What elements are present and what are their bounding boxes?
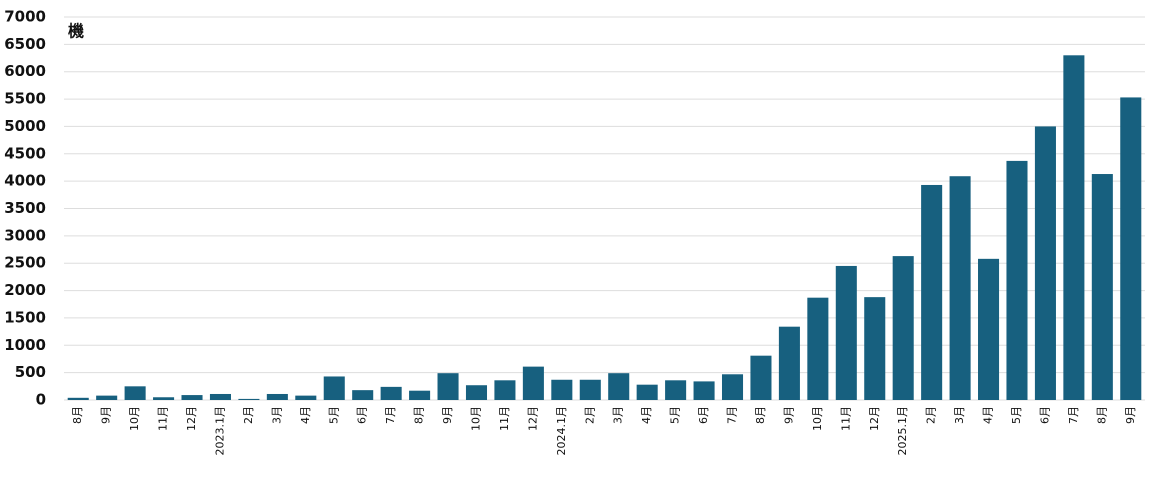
x-tick-label: 2024.1月 <box>555 406 568 456</box>
bar <box>1091 174 1113 400</box>
bar <box>1063 55 1085 401</box>
bar <box>409 390 431 400</box>
x-tick-label: 8月 <box>413 406 426 424</box>
bar <box>835 265 857 400</box>
y-tick-label: 7000 <box>4 8 46 26</box>
x-tick-label: 7月 <box>726 406 739 424</box>
x-tick-label: 4月 <box>299 406 312 424</box>
bar <box>522 366 544 400</box>
bar <box>209 393 231 400</box>
bar <box>1034 126 1056 400</box>
bar <box>352 390 374 400</box>
bar <box>949 176 971 400</box>
x-tick-label: 11月 <box>157 406 170 431</box>
bar <box>778 326 800 400</box>
bar <box>636 384 658 400</box>
x-tick-label: 10月 <box>469 406 482 431</box>
x-tick-label: 2月 <box>925 406 938 424</box>
x-tick-label: 8月 <box>71 406 84 424</box>
x-tick-label: 5月 <box>669 406 682 424</box>
y-tick-label: 500 <box>15 363 46 381</box>
bar <box>665 380 687 400</box>
x-tick-label: 7月 <box>1067 406 1080 424</box>
x-tick-label: 4月 <box>982 406 995 424</box>
bar <box>323 376 345 400</box>
bar <box>124 386 146 400</box>
bar <box>465 385 488 400</box>
bar <box>238 398 260 400</box>
bar <box>921 184 943 400</box>
bar <box>608 373 630 400</box>
bar <box>295 395 317 400</box>
x-tick-label: 6月 <box>356 406 369 424</box>
x-tick-label: 2月 <box>583 406 596 424</box>
bar <box>96 395 118 400</box>
bar <box>380 386 402 400</box>
bar <box>181 395 203 400</box>
y-tick-label: 4000 <box>4 172 46 190</box>
x-tick-label: 5月 <box>327 406 340 424</box>
y-tick-label: 6000 <box>4 62 46 80</box>
y-tick-label: 3000 <box>4 226 46 244</box>
x-tick-label: 11月 <box>839 406 852 431</box>
x-tick-label: 2023.1月 <box>213 406 226 456</box>
x-tick-label: 11月 <box>498 406 511 431</box>
x-tick-label: 8月 <box>1095 406 1108 424</box>
bar <box>1006 160 1028 400</box>
y-tick-label: 6500 <box>4 35 46 53</box>
x-tick-label: 2025.1月 <box>896 406 909 456</box>
x-tick-label: 3月 <box>270 406 283 424</box>
x-tick-label: 2月 <box>242 406 255 424</box>
x-tick-label: 10月 <box>811 406 824 431</box>
bar <box>266 393 288 400</box>
y-axis-label: 機 <box>68 22 84 41</box>
bar <box>750 355 772 400</box>
y-tick-label: 2000 <box>4 281 46 299</box>
x-tick-label: 5月 <box>1010 406 1023 424</box>
y-tick-label: 5500 <box>4 90 46 108</box>
x-tick-label: 9月 <box>1124 406 1137 424</box>
bar <box>494 380 516 400</box>
y-tick-label: 1000 <box>4 336 46 354</box>
bar <box>153 397 175 400</box>
x-tick-label: 9月 <box>782 406 795 424</box>
x-tick-label: 4月 <box>640 406 653 424</box>
x-tick-label: 6月 <box>1038 406 1051 424</box>
x-tick-label: 12月 <box>185 406 198 431</box>
x-tick-label: 12月 <box>526 406 539 431</box>
y-tick-label: 0 <box>36 391 46 409</box>
bar <box>978 258 1000 400</box>
bar <box>721 374 744 400</box>
bar <box>807 297 829 400</box>
bar <box>892 256 914 400</box>
x-tick-label: 7月 <box>384 406 397 424</box>
x-tick-label: 10月 <box>128 406 141 431</box>
bar <box>693 381 715 400</box>
bar <box>864 297 886 400</box>
bar <box>67 397 89 400</box>
x-tick-label: 9月 <box>441 406 454 424</box>
x-tick-label: 12月 <box>868 406 881 431</box>
x-tick-label: 9月 <box>100 406 113 424</box>
y-tick-label: 5000 <box>4 117 46 135</box>
x-tick-label: 3月 <box>612 406 625 424</box>
bar <box>437 373 459 400</box>
bar <box>579 379 601 400</box>
x-tick-label: 8月 <box>754 406 767 424</box>
bar <box>551 379 573 400</box>
y-tick-label: 4500 <box>4 144 46 162</box>
y-tick-label: 1500 <box>4 308 46 326</box>
bar <box>1120 97 1142 401</box>
y-tick-label: 3500 <box>4 199 46 217</box>
x-tick-label: 3月 <box>953 406 966 424</box>
x-tick-label: 6月 <box>697 406 710 424</box>
y-tick-label: 2500 <box>4 254 46 272</box>
